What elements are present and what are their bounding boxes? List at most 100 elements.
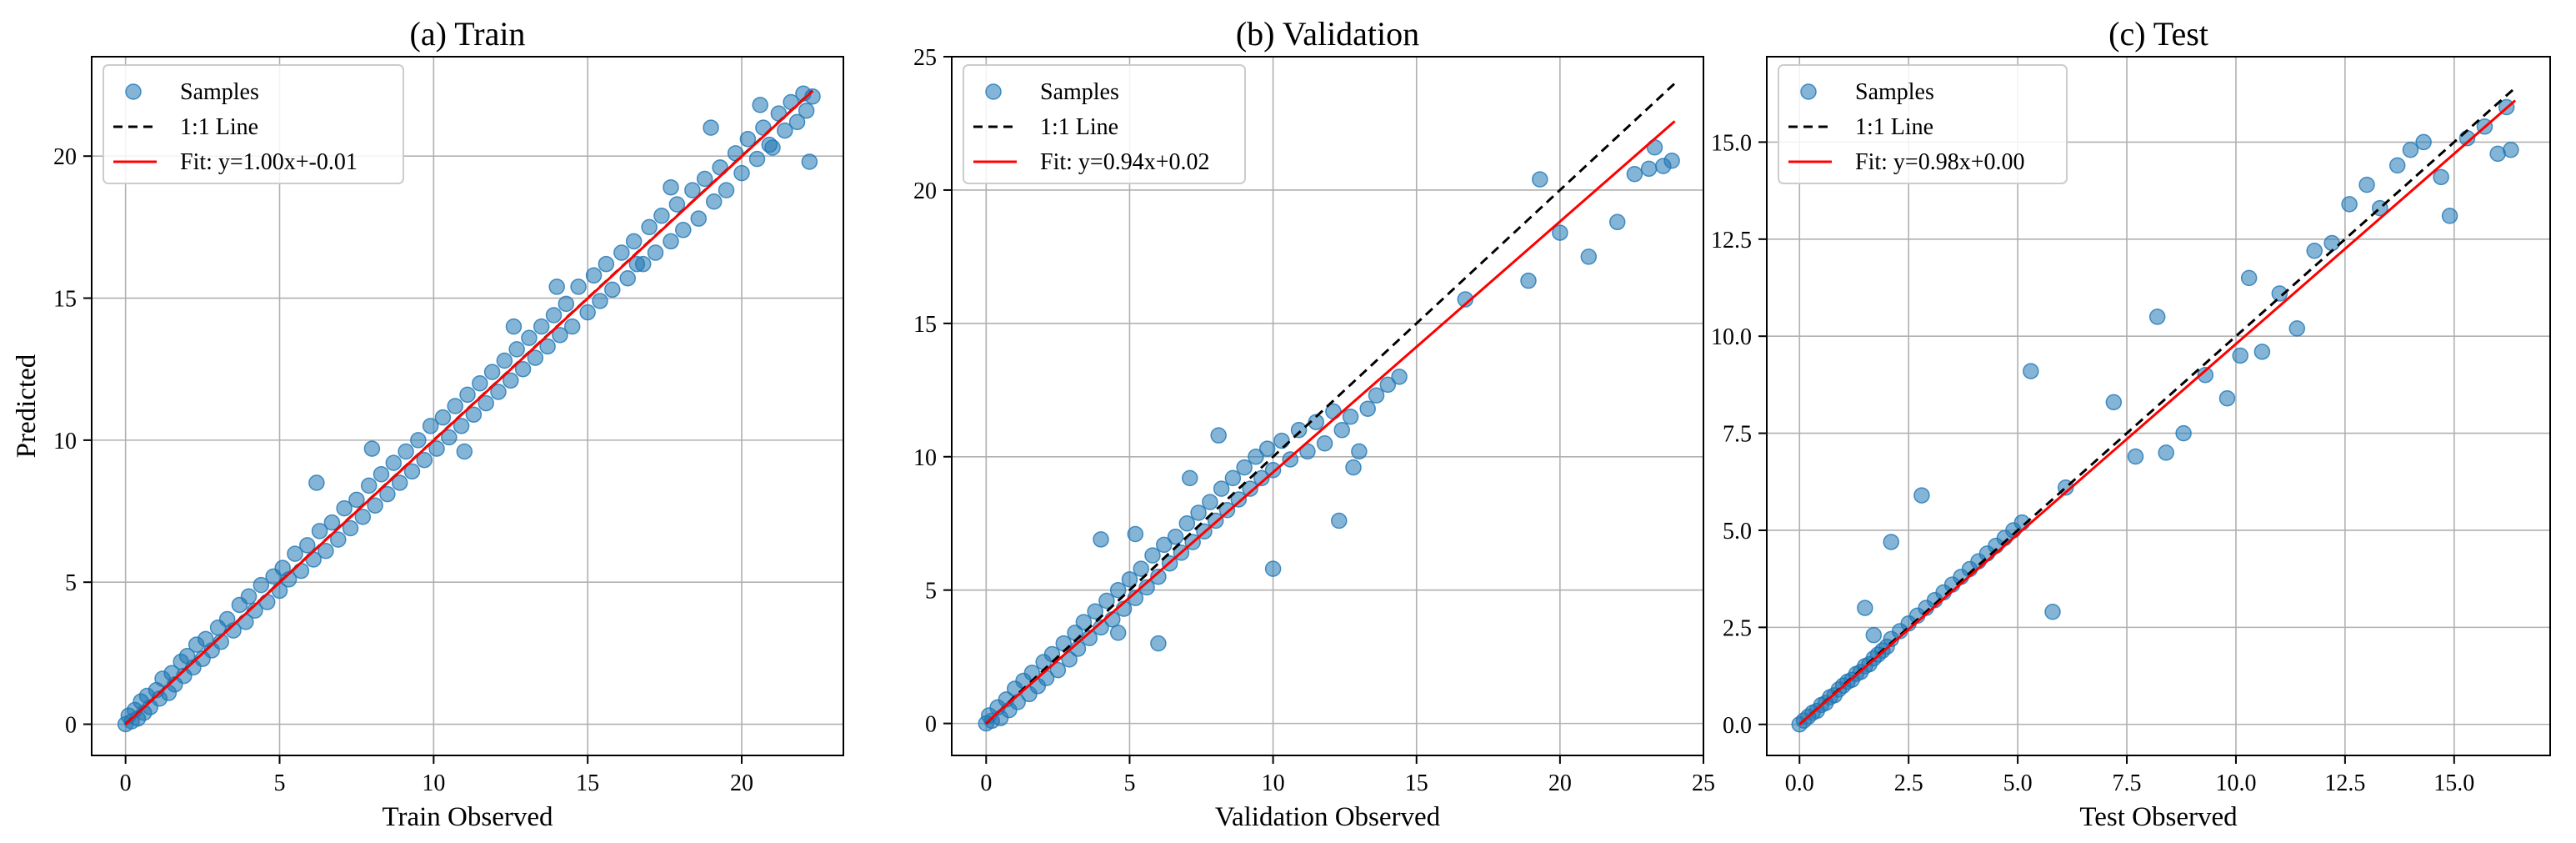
y-tick-label: 25 — [913, 45, 937, 71]
x-tick-label: 15 — [576, 770, 599, 796]
sample-point — [663, 233, 679, 250]
legend-label-identity: 1:1 Line — [1040, 114, 1118, 140]
sample-point — [1049, 661, 1067, 679]
x-tick-label: 20 — [1548, 770, 1572, 796]
sample-point — [668, 196, 686, 213]
sample-point — [705, 193, 723, 210]
sample-point — [1055, 635, 1073, 652]
sample-point — [1258, 440, 1276, 457]
legend-box — [1778, 64, 2068, 184]
sample-point — [733, 164, 750, 182]
y-tick-label: 5 — [65, 570, 77, 596]
sample-point — [391, 474, 408, 491]
sample-point — [1230, 491, 1248, 508]
sample-point — [2158, 444, 2174, 461]
sample-point — [1391, 369, 1408, 385]
sample-point — [663, 178, 679, 196]
sample-point — [1075, 614, 1093, 630]
sample-point — [496, 352, 513, 369]
sample-point — [1532, 171, 1548, 188]
y-tick-label: 15 — [53, 287, 77, 313]
sample-point — [2402, 141, 2419, 158]
sample-point — [503, 372, 519, 389]
axes-frame — [91, 56, 844, 756]
sample-point — [2218, 389, 2236, 407]
sample-point — [1379, 376, 1397, 394]
sample-point — [308, 474, 325, 491]
x-tick-label: 25 — [1692, 770, 1715, 796]
sample-point — [2175, 424, 2192, 442]
legend-box — [103, 64, 404, 184]
y-tick-label: 7.5 — [1723, 422, 1752, 448]
sample-point — [739, 131, 757, 148]
sample-point — [1342, 409, 1359, 425]
sample-point — [521, 329, 538, 346]
x-tick-label: 10 — [422, 770, 445, 796]
chart-title: (a) Train — [410, 15, 526, 53]
sample-point — [354, 509, 372, 525]
sample-point — [801, 153, 818, 170]
sample-point — [764, 139, 781, 156]
sample-point — [2271, 285, 2288, 302]
x-axis-label: Train Observed — [382, 802, 553, 832]
sample-point — [2197, 367, 2214, 384]
sample-point — [1202, 494, 1218, 510]
x-tick-label: 10 — [1262, 770, 1285, 796]
y-tick-label: 10 — [913, 445, 937, 471]
sample-point — [1640, 160, 1658, 178]
chart-panel-1: 0 5 10 15 20 0 5 10 15 20 (a) Train Train Observed P… — [12, 15, 844, 832]
sample-point — [1156, 536, 1173, 554]
chart-panel-2: 0 5 10 15 20 25 0 5 10 15 20 25 (b) Validation Valida… — [913, 15, 1715, 832]
sample-point — [422, 418, 439, 434]
legend: Samples 1:1 Line Fit: y=0.98x+0.00 — [1778, 64, 2068, 184]
sample-point — [1178, 514, 1196, 532]
chart-title: (c) Test — [2108, 15, 2208, 53]
sample-point — [548, 278, 565, 295]
x-axis-label: Validation Observed — [1215, 802, 1441, 832]
sample-point — [684, 182, 701, 198]
sample-point — [1552, 224, 1568, 241]
sample-point — [1351, 443, 1368, 460]
legend-marker-samples — [985, 83, 1002, 100]
sample-point — [2023, 363, 2039, 379]
sample-point — [1150, 635, 1167, 652]
sample-point — [385, 454, 403, 471]
legend-marker-samples — [125, 83, 142, 100]
sample-point — [1236, 459, 1253, 476]
sample-point — [653, 208, 670, 224]
sample-point — [1248, 449, 1264, 465]
sample-point — [287, 545, 303, 562]
sample-point — [2433, 168, 2449, 186]
y-tick-label: 15.0 — [1711, 130, 1752, 156]
legend-label-fit: Fit: y=1.00x+-0.01 — [180, 149, 358, 175]
y-tick-label: 20 — [53, 144, 77, 170]
y-tick-label: 12.5 — [1711, 228, 1752, 253]
y-tick-label: 10.0 — [1711, 324, 1752, 350]
sample-point — [1098, 592, 1115, 610]
sample-point — [641, 218, 658, 236]
sample-point — [465, 406, 483, 423]
sample-point — [1913, 487, 1930, 504]
sample-point — [1093, 531, 1109, 548]
axes-frame — [951, 56, 1704, 756]
sample-point — [1264, 560, 1282, 577]
sample-point — [703, 119, 719, 136]
sample-point — [342, 519, 359, 537]
sample-point — [1273, 432, 1290, 449]
sample-point — [1331, 512, 1348, 529]
legend-box — [963, 64, 1246, 184]
sample-point — [619, 269, 636, 287]
sample-point — [2127, 448, 2144, 465]
sample-point — [1663, 152, 1680, 169]
sample-point — [1150, 568, 1167, 585]
sample-point — [1093, 619, 1109, 636]
identity-line — [1798, 87, 2517, 725]
sample-point — [1253, 469, 1270, 487]
sample-point — [478, 394, 494, 412]
x-tick-label: 5 — [274, 770, 286, 796]
sample-point — [563, 318, 581, 335]
sample-point — [1299, 443, 1316, 460]
plot-area — [1791, 87, 2519, 733]
sample-point — [311, 523, 328, 539]
sample-point — [533, 318, 550, 335]
